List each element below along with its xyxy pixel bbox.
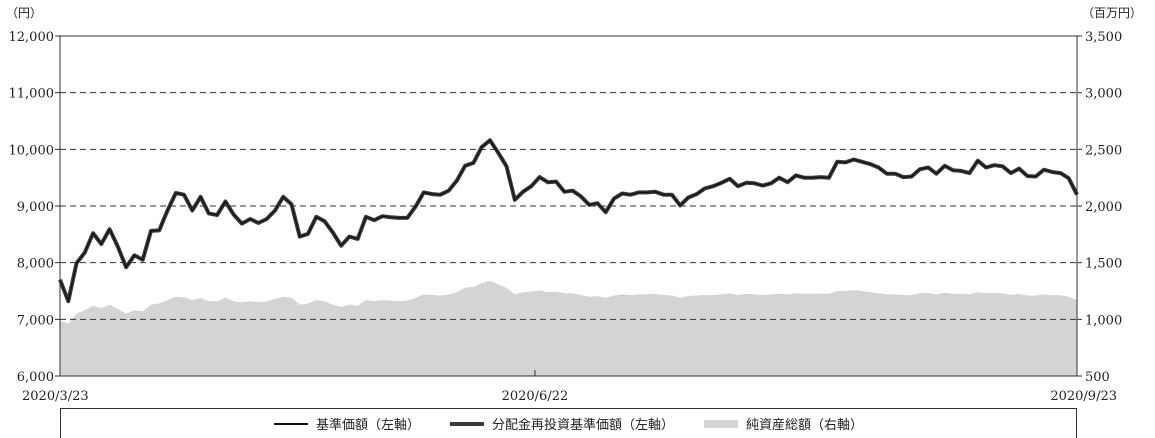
right-tick-label: 500 xyxy=(1085,370,1110,385)
legend: 基準価額（左軸） 分配金再投資基準価額（左軸） 純資産総額（右軸） xyxy=(60,408,1077,438)
legend-swatch-area xyxy=(704,419,738,428)
reinvested-nav-line xyxy=(58,138,1079,304)
left-axis-unit: （円） xyxy=(6,6,42,20)
net-assets-area-layer xyxy=(60,280,1077,376)
left-tick-label: 8,000 xyxy=(17,257,54,272)
right-tick-label: 1,500 xyxy=(1085,257,1122,272)
legend-item-reinvested-nav: 分配金再投資基準価額（左軸） xyxy=(449,414,674,433)
right-tick-label: 3,000 xyxy=(1085,87,1122,102)
right-tick-label: 1,000 xyxy=(1085,313,1122,328)
legend-item-net-assets: 純資産総額（右軸） xyxy=(704,414,863,433)
nav-line xyxy=(59,139,1078,302)
legend-label-reinvested-nav: 分配金再投資基準価額（左軸） xyxy=(491,418,674,433)
left-tick-label: 10,000 xyxy=(9,143,55,158)
chart-canvas: 6,000 500 7,000 1,000 8,000 1,500 9,000 2,000 10… xyxy=(6,6,1142,404)
left-tick-label: 7,000 xyxy=(17,313,54,328)
right-tick-label: 2,000 xyxy=(1085,200,1122,215)
axes: 6,000 500 7,000 1,000 8,000 1,500 9,000 2,000 10… xyxy=(9,30,1123,404)
legend-label-net-assets: 純資産総額（右軸） xyxy=(746,418,864,433)
left-tick-label: 12,000 xyxy=(9,30,55,45)
net-assets-area xyxy=(60,280,1077,376)
legend-item-nav: 基準価額（左軸） xyxy=(273,414,420,433)
legend-swatch-thick-line xyxy=(449,421,484,426)
right-tick-label: 2,500 xyxy=(1085,143,1122,158)
right-tick-label: 3,500 xyxy=(1085,30,1122,45)
nav-lines-layer xyxy=(58,138,1079,304)
gridlines xyxy=(60,92,1077,320)
x-tick-label: 2020/6/22 xyxy=(502,389,569,404)
right-axis-unit: （百万円） xyxy=(1082,6,1142,20)
x-tick-label: 2020/9/23 xyxy=(1050,389,1117,404)
x-tick-label: 2020/3/23 xyxy=(22,389,89,404)
left-tick-label: 11,000 xyxy=(9,87,55,102)
left-tick-label: 6,000 xyxy=(17,370,54,385)
left-tick-label: 9,000 xyxy=(17,200,54,215)
legend-swatch-thin-line xyxy=(273,422,308,425)
legend-label-nav: 基準価額（左軸） xyxy=(315,418,420,433)
